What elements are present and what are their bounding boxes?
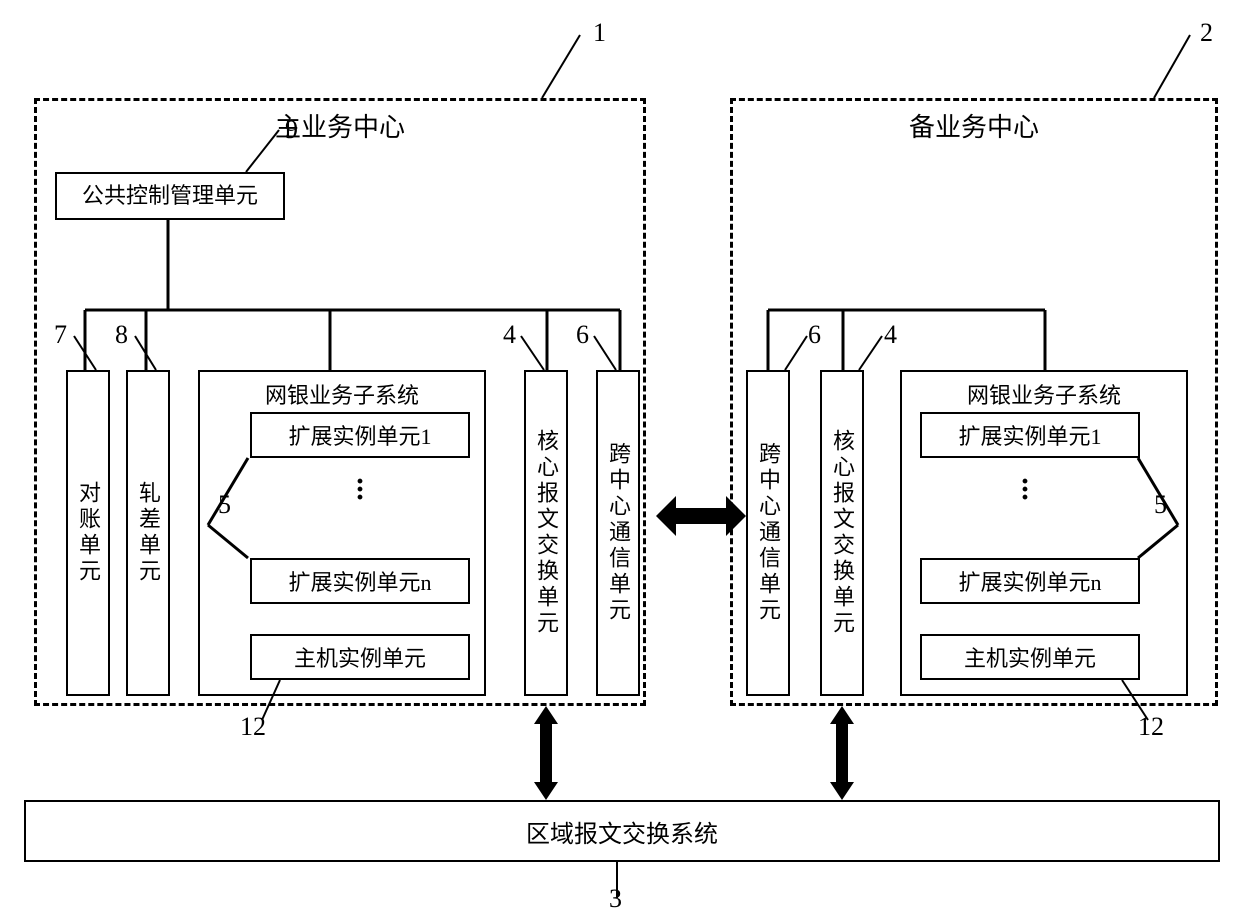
cross-backup-box: 跨中心通信单元 bbox=[746, 370, 790, 696]
ext1-main: 扩展实例单元1 bbox=[250, 412, 470, 458]
recon-label: 对账单元 bbox=[68, 372, 108, 694]
cross-backup-label: 跨中心通信单元 bbox=[748, 372, 788, 694]
ref-12-backup: 12 bbox=[1138, 712, 1164, 742]
netting-label: 轧差单元 bbox=[128, 372, 168, 694]
core-main-box: 核心报文交换单元 bbox=[524, 370, 568, 696]
extn-backup: 扩展实例单元n bbox=[920, 558, 1140, 604]
core-backup-label: 核心报文交换单元 bbox=[822, 372, 862, 694]
subsys-backup-box: 网银业务子系统 扩展实例单元1 ··· 扩展实例单元n 主机实例单元 bbox=[900, 370, 1188, 696]
ref-1: 1 bbox=[593, 18, 606, 48]
subsys-backup-title: 网银业务子系统 bbox=[967, 378, 1121, 410]
extn-main: 扩展实例单元n bbox=[250, 558, 470, 604]
core-main-label: 核心报文交换单元 bbox=[526, 372, 566, 694]
ref-2: 2 bbox=[1200, 18, 1213, 48]
host-backup: 主机实例单元 bbox=[920, 634, 1140, 680]
core-backup-box: 核心报文交换单元 bbox=[820, 370, 864, 696]
cross-main-label: 跨中心通信单元 bbox=[598, 372, 638, 694]
region-label: 区域报文交换系统 bbox=[526, 814, 718, 849]
region-box: 区域报文交换系统 bbox=[24, 800, 1220, 862]
ext1-backup: 扩展实例单元1 bbox=[920, 412, 1140, 458]
cross-main-box: 跨中心通信单元 bbox=[596, 370, 640, 696]
netting-box: 轧差单元 bbox=[126, 370, 170, 696]
pcmu-label: 公共控制管理单元 bbox=[80, 179, 260, 213]
backup-center-title: 备业务中心 bbox=[897, 107, 1051, 144]
subsys-main-box: 网银业务子系统 扩展实例单元1 ··· 扩展实例单元n 主机实例单元 bbox=[198, 370, 486, 696]
subsys-main-title: 网银业务子系统 bbox=[265, 378, 419, 410]
recon-box: 对账单元 bbox=[66, 370, 110, 696]
pcmu-box: 公共控制管理单元 bbox=[55, 172, 285, 220]
ref-3: 3 bbox=[609, 884, 622, 914]
host-main: 主机实例单元 bbox=[250, 634, 470, 680]
dots-backup: ··· bbox=[1020, 478, 1030, 502]
dots-main: ··· bbox=[355, 478, 365, 502]
ref-12-main: 12 bbox=[240, 712, 266, 742]
main-center-title: 主业务中心 bbox=[263, 107, 417, 144]
